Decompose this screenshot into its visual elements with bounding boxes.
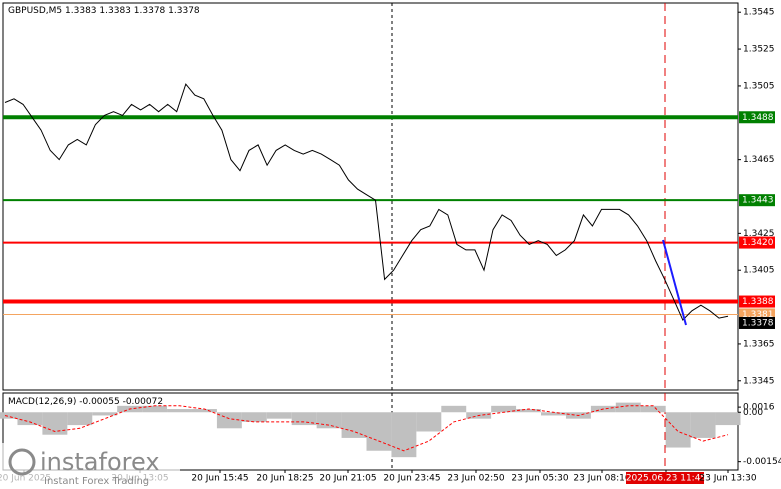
y-tick-label: 1.3405 <box>743 266 775 276</box>
level-label: 1.3381 <box>742 310 774 320</box>
main-frame <box>2 2 739 391</box>
signal-reading: -0.00072 <box>123 397 163 407</box>
x-tick-label: 2025.06.23 11:45 <box>626 474 706 484</box>
y-tick-label: 1.3505 <box>743 81 775 91</box>
last-price-bg <box>739 316 775 329</box>
y-tick-label: 1.3525 <box>743 45 775 55</box>
macd-header: MACD(12,26,9) -0.00055 -0.00072 <box>8 397 163 407</box>
macd-bar <box>640 405 666 413</box>
macd-bar <box>441 405 467 413</box>
logo-tagline: Instant Forex Trading <box>44 476 149 487</box>
level-label: 1.3420 <box>742 238 774 248</box>
y-tick-label: 1.3465 <box>743 155 775 165</box>
y-tick-label: 1.3545 <box>743 8 775 18</box>
level-label: 1.3488 <box>742 113 774 123</box>
macd-y-tick-label: 0.0016 <box>743 403 775 413</box>
y-tick-label: 1.3345 <box>743 376 775 386</box>
last-price: 1.3378 <box>742 318 774 328</box>
macd-bar <box>266 412 292 419</box>
x-tick-label: 20 Jun 15:45 <box>191 474 248 484</box>
low: 1.3378 <box>134 6 166 16</box>
x-marker-label-bg <box>626 472 704 484</box>
x-tick-label: 23 Jun 08:10 <box>573 474 630 484</box>
symbol: GBPUSD,M5 <box>8 6 62 16</box>
macd-bar <box>67 412 93 426</box>
macd-bar <box>0 412 18 419</box>
price-line <box>4 83 729 321</box>
level-label-bg <box>739 111 775 124</box>
logo-bg <box>0 443 180 489</box>
macd-bar <box>341 412 367 438</box>
macd-reading: -0.00055 <box>79 397 119 407</box>
macd-bar <box>391 412 417 458</box>
macd-bar <box>167 409 192 413</box>
logo-icon <box>8 448 36 476</box>
level-label-bg <box>739 236 775 249</box>
macd-bar <box>17 412 43 426</box>
x-tick-label: 20 Jun 18:25 <box>256 474 313 484</box>
macd-bar <box>92 412 118 416</box>
signal-line <box>4 405 729 452</box>
macd-bar <box>516 409 542 413</box>
high: 1.3383 <box>99 6 131 16</box>
macd-bar <box>491 405 517 413</box>
macd-bar <box>541 412 566 416</box>
x-tick-label: 20 Jun 23:45 <box>383 474 440 484</box>
macd-bar <box>416 412 442 432</box>
macd-bar <box>715 412 741 426</box>
y-tick-label: 1.3365 <box>743 339 775 349</box>
macd-y-tick-label: 0.00 <box>743 408 763 418</box>
level-label: 1.3443 <box>742 196 774 206</box>
macd-frame <box>2 392 739 471</box>
macd-title: MACD(12,26,9) <box>8 397 76 407</box>
macd-bar <box>690 412 716 438</box>
macd-bar <box>665 412 691 448</box>
close: 1.3378 <box>168 6 200 16</box>
open: 1.3383 <box>65 6 97 16</box>
x-tick-label: 23 Jun 05:30 <box>511 474 568 484</box>
level-label-bg <box>739 295 775 308</box>
y-tick-label: 1.3425 <box>743 229 775 239</box>
header: GBPUSD,M5 1.3383 1.3383 1.3378 1.3378 <box>8 6 200 16</box>
logo: instaforex Instant Forex Trading <box>0 443 180 489</box>
macd-bar <box>366 412 392 451</box>
macd-bar <box>191 409 217 413</box>
trend-line <box>662 239 687 326</box>
macd-bar <box>142 405 168 413</box>
macd-bar <box>241 412 267 422</box>
level-label-bg <box>739 194 775 207</box>
x-tick-label: 23 Jun 02:50 <box>447 474 504 484</box>
level-label: 1.3388 <box>742 297 774 307</box>
logo-name: instaforex <box>40 448 160 476</box>
macd-y-tick-label: -0.00154 <box>743 457 781 467</box>
macd-bar <box>316 412 342 429</box>
x-tick-label: 23 Jun 13:30 <box>699 474 756 484</box>
x-tick-label: 20 Jun 21:05 <box>319 474 376 484</box>
macd-bar <box>615 402 641 413</box>
